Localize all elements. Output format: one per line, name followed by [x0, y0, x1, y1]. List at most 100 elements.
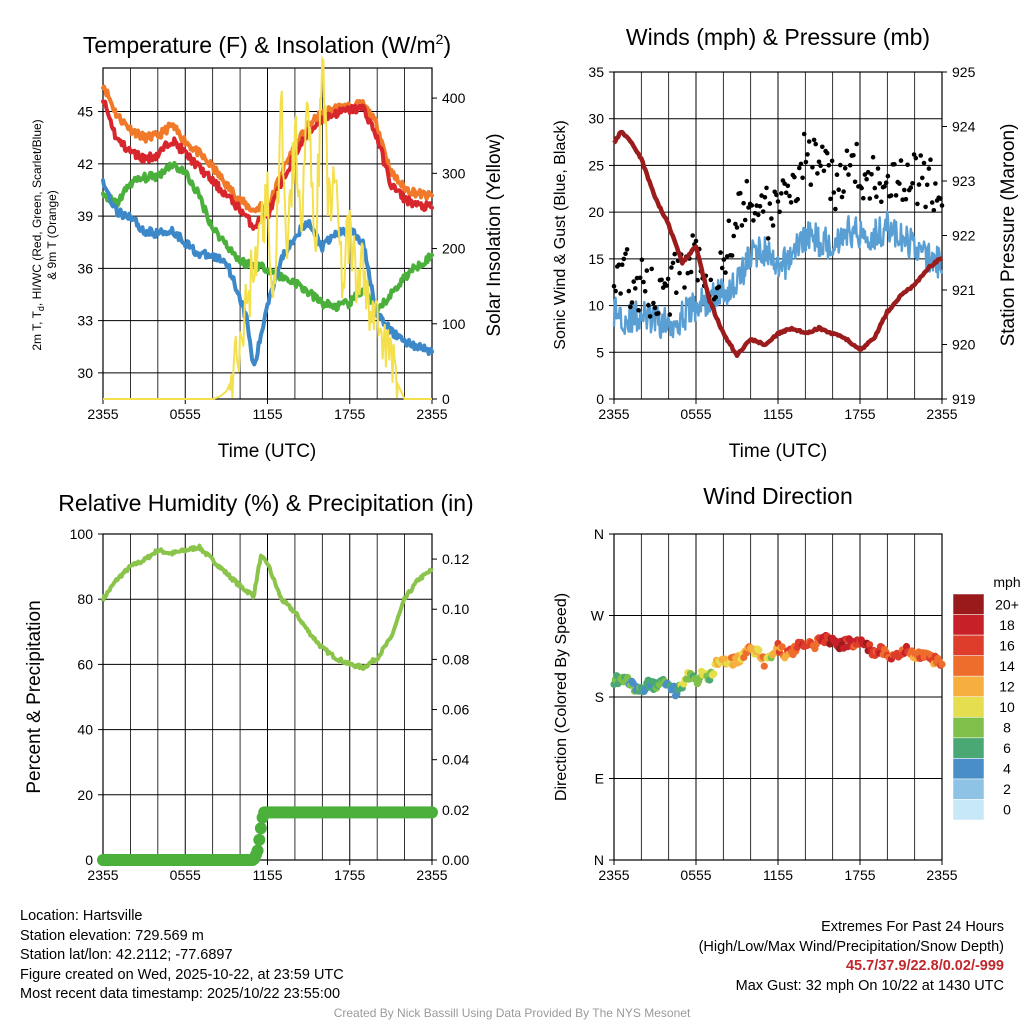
y-tick-label: W: [591, 608, 605, 624]
gust-point: [870, 154, 876, 160]
gust-point: [841, 189, 846, 194]
gust-point: [636, 308, 641, 313]
y-axis-label: Sonic Wind & Gust (Blue, Black): [552, 120, 569, 349]
gust-point: [756, 212, 761, 218]
gust-point: [810, 165, 815, 170]
y-tick-label-right: 300: [442, 165, 466, 181]
gust-point: [874, 194, 879, 199]
gust-point: [723, 270, 728, 275]
gust-point: [621, 256, 627, 262]
y-tick-label: 42: [77, 156, 93, 172]
y-tick-label-right: 100: [442, 316, 466, 332]
x-tick-label: 1155: [763, 867, 793, 883]
gust-point: [933, 181, 938, 186]
gust-point: [649, 266, 654, 272]
x-tick-label: 1755: [334, 867, 365, 883]
gust-point: [808, 182, 814, 187]
winds-pressure-panel: 2355 0555 1155 1755 235505101520253035919920…: [552, 24, 1019, 462]
max-gust: Max Gust: 32 mph On 10/22 at 1430 UTC: [735, 977, 1004, 994]
gust-point: [929, 200, 935, 205]
gust-point: [923, 204, 928, 210]
gust-point: [908, 185, 914, 190]
gust-point: [888, 193, 894, 198]
y-tick-label-right: 922: [952, 228, 976, 244]
gust-point: [861, 195, 866, 201]
gust-point: [690, 233, 695, 238]
y-tick-label-right: 0.12: [442, 551, 469, 567]
gust-point: [795, 196, 800, 202]
gust-point: [926, 166, 932, 171]
y-axis-label-right: Solar Insolation (Yellow): [484, 133, 505, 336]
gust-point: [910, 181, 915, 186]
gust-point: [877, 181, 882, 186]
gust-point: [669, 265, 674, 270]
extremes-box: Extremes For Past 24 Hours (High/Low/Max…: [699, 918, 1004, 996]
gust-point: [644, 268, 650, 273]
y-tick-label: 0: [85, 852, 93, 868]
gust-point: [783, 190, 789, 196]
gust-point: [839, 194, 845, 200]
gust-point: [616, 262, 622, 268]
gust-point: [757, 203, 763, 209]
gust-point: [726, 218, 732, 224]
gust-point: [779, 191, 784, 196]
precip-dot: [253, 833, 266, 846]
gust-point: [665, 276, 671, 282]
y-tick-label-right: 925: [952, 64, 976, 80]
gust-point: [774, 192, 779, 198]
series-line-sonic-wind: [612, 210, 944, 340]
gust-point: [851, 153, 856, 158]
gust-point: [903, 196, 909, 202]
gust-point: [792, 174, 797, 180]
gust-point: [738, 190, 743, 196]
y-tick-label: 36: [77, 260, 93, 276]
gust-point: [831, 190, 837, 195]
y-tick-label-right: 919: [952, 391, 976, 407]
gust-point: [782, 181, 787, 186]
temperature-panel: 2355 0555 1155 1755 2355 30 33 36 39 42 45 0 100 200 3…: [30, 31, 505, 462]
gust-point: [719, 265, 725, 271]
colorbar-label: 8: [1003, 720, 1011, 736]
gust-point: [613, 288, 618, 294]
gust-point: [805, 152, 810, 157]
gust-point: [842, 166, 848, 171]
gust-point: [629, 300, 635, 305]
chart-title: Relative Humidity (%) & Precipitation (i…: [58, 490, 473, 516]
series-line-insolation: [103, 55, 432, 400]
gust-point: [862, 172, 868, 177]
gust-point: [820, 144, 825, 150]
y-tick-label: 45: [77, 104, 93, 120]
gust-point: [815, 171, 820, 176]
y-tick-label: S: [595, 689, 604, 705]
y-tick-label-right: 0.00: [442, 852, 469, 868]
chart-title: Winds (mph) & Pressure (mb): [626, 24, 930, 50]
gust-point: [695, 277, 700, 283]
gust-point: [716, 284, 722, 290]
gust-point: [624, 247, 630, 252]
chart-title: Temperature (F) & Insolation (W/m2): [83, 31, 451, 58]
colorbar-label: 0: [1003, 802, 1011, 818]
gust-point: [844, 148, 850, 154]
y-tick-label: 30: [588, 111, 604, 127]
series-line-pressure: [612, 129, 944, 359]
gust-point: [797, 165, 802, 171]
y-tick-label: 15: [588, 251, 604, 267]
colorbar-swatch: [952, 614, 985, 636]
y-tick-label: 10: [588, 298, 604, 314]
gust-point: [751, 218, 756, 223]
x-axis-label: Time (UTC): [729, 441, 828, 462]
gust-point: [739, 223, 745, 228]
gust-point: [688, 269, 694, 275]
colorbar-swatch: [952, 778, 985, 800]
gust-point: [674, 290, 679, 296]
y-tick-label-right: 0.06: [442, 702, 469, 718]
gust-point: [836, 187, 841, 192]
gust-point: [667, 312, 673, 317]
gust-point: [939, 203, 945, 208]
gust-point: [875, 166, 881, 171]
gust-point: [765, 236, 771, 241]
chart-title-main: Temperature (F) & Insolation (W/m: [83, 32, 436, 58]
gust-point: [865, 169, 871, 175]
gust-point: [915, 201, 920, 207]
